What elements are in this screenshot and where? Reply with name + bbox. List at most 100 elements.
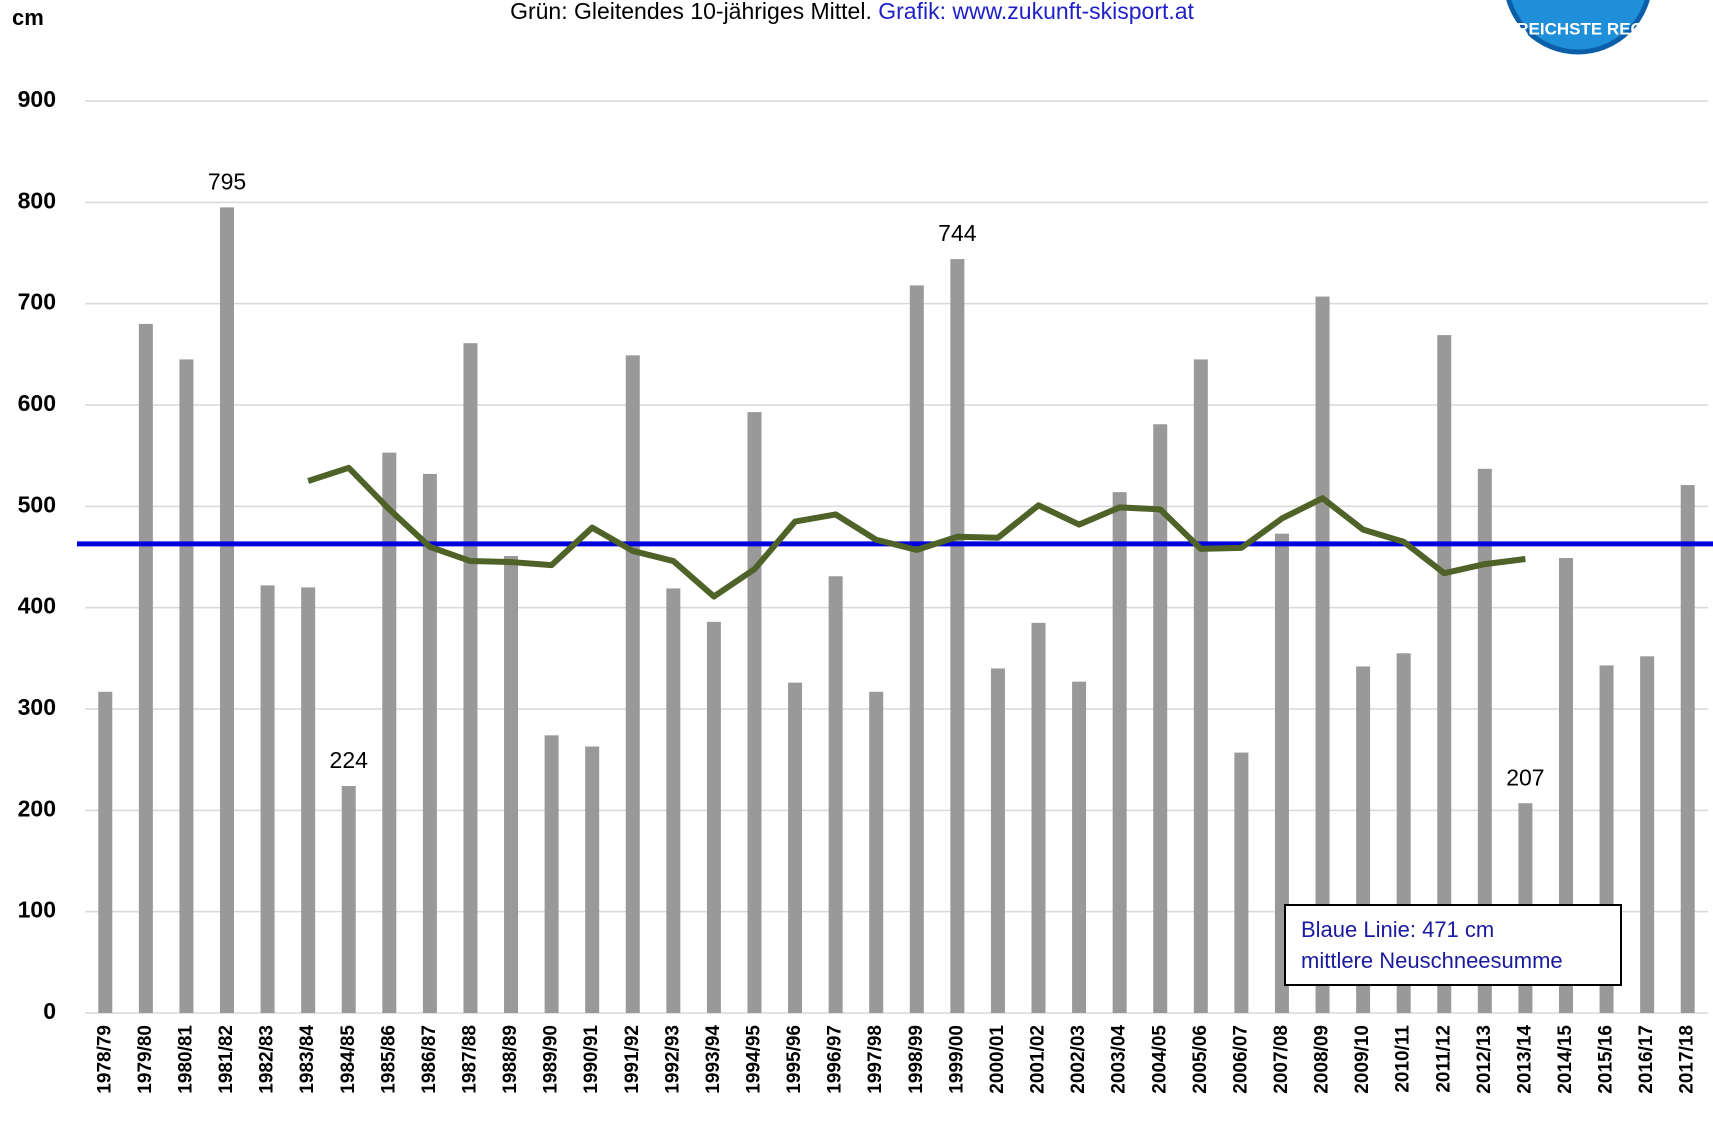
x-tick-label: 2011/12	[1433, 1025, 1454, 1093]
bar	[260, 585, 275, 1013]
x-tick-label: 2002/03	[1068, 1025, 1089, 1094]
x-tick-label: 1990/91	[581, 1025, 602, 1094]
data-label: 744	[938, 220, 977, 246]
x-tick-label: 1980/81	[175, 1025, 196, 1094]
x-tick-label: 2015/16	[1596, 1025, 1617, 1094]
x-tick-label: 2003/04	[1109, 1025, 1130, 1094]
bar	[625, 355, 640, 1013]
x-tick-label: 2016/17	[1636, 1025, 1657, 1094]
bar	[1558, 558, 1573, 1013]
bar	[909, 285, 924, 1014]
x-tick-label: 2004/05	[1149, 1025, 1170, 1094]
bar	[1031, 622, 1046, 1013]
y-axis-label: cm	[12, 5, 44, 30]
bar	[869, 691, 884, 1013]
y-tick-label: 0	[43, 998, 56, 1024]
x-tick-label: 2001/02	[1028, 1025, 1049, 1094]
annotation-box	[1284, 904, 1622, 986]
data-label: 207	[1506, 764, 1544, 790]
bar	[747, 412, 762, 1013]
bar	[220, 207, 235, 1013]
bar	[301, 587, 316, 1013]
bar	[1315, 296, 1330, 1013]
bar	[1193, 359, 1208, 1013]
y-tick-label: 700	[18, 289, 56, 315]
logo: REICHSTE REG	[1506, 0, 1650, 55]
source: Grafik: www.zukunft-skisport.at	[878, 0, 1194, 24]
moving-average-line	[307, 464, 1526, 600]
x-tick-label: 1989/90	[541, 1025, 562, 1094]
x-tick-label: 2009/10	[1352, 1025, 1373, 1094]
y-tick-label: 400	[18, 593, 56, 619]
logo-circle	[1506, 0, 1650, 55]
x-tick-label: 1981/82	[216, 1025, 237, 1094]
x-tick-label: 1999/00	[946, 1025, 967, 1094]
x-tick-label: 1991/92	[622, 1025, 643, 1094]
y-tick-label: 500	[18, 491, 56, 517]
x-tick-label: 1996/97	[825, 1025, 846, 1094]
x-tick-label: 1979/80	[135, 1025, 156, 1094]
bar	[463, 343, 478, 1014]
bar	[666, 588, 681, 1013]
bar	[138, 323, 153, 1013]
data-label: 795	[208, 168, 246, 194]
bar	[950, 259, 965, 1014]
x-tick-label: 2000/01	[987, 1025, 1008, 1094]
bar	[585, 746, 600, 1013]
x-tick-label: 1997/98	[865, 1025, 886, 1094]
y-tick-label: 200	[18, 795, 56, 821]
bar	[1112, 492, 1127, 1013]
bar	[1680, 485, 1695, 1013]
chart-title: Grün: Gleitendes 10-jähriges Mittel. Gra…	[510, 0, 1194, 24]
bar	[544, 735, 559, 1013]
x-tick-label: 2012/13	[1474, 1025, 1495, 1094]
title: Grün: Gleitendes 10-jähriges Mittel.	[510, 0, 872, 24]
x-tick-label: 2005/06	[1190, 1025, 1211, 1094]
y-tick-label: 800	[18, 187, 56, 213]
x-tick-label: 1985/86	[378, 1025, 399, 1094]
annotation-text: mittlere Neuschneesumme	[1301, 948, 1563, 973]
bar	[828, 576, 843, 1013]
y-tick-label: 100	[18, 897, 56, 923]
data-label: 224	[330, 747, 369, 773]
bar	[422, 473, 437, 1013]
bar	[1640, 656, 1655, 1013]
bar	[1234, 752, 1249, 1013]
annotation-text: Blaue Linie: 471 cm	[1301, 917, 1494, 942]
bar	[98, 691, 113, 1013]
x-tick-label: 1992/93	[662, 1025, 683, 1094]
x-tick-label: 2013/14	[1514, 1025, 1535, 1094]
bar	[341, 786, 356, 1013]
bar	[788, 682, 803, 1013]
logo-text: REICHSTE REG	[1516, 19, 1644, 38]
x-tick-label: 2017/18	[1677, 1025, 1698, 1094]
y-tick-label: 300	[18, 694, 56, 720]
y-tick-label: 900	[18, 86, 56, 112]
x-tick-label: 1987/88	[459, 1025, 480, 1094]
bar	[1274, 533, 1289, 1013]
x-tick-label: 1986/87	[419, 1025, 440, 1094]
bar	[1477, 468, 1492, 1014]
x-tick-label: 2010/11	[1393, 1025, 1414, 1093]
bar	[1072, 681, 1087, 1013]
bar	[179, 359, 194, 1013]
x-tick-label: 1995/96	[784, 1025, 805, 1094]
x-tick-label: 1978/79	[94, 1025, 115, 1094]
x-tick-label: 2007/08	[1271, 1025, 1292, 1094]
y-tick-label: 600	[18, 390, 56, 416]
bar	[990, 668, 1005, 1013]
x-tick-label: 1993/94	[703, 1025, 724, 1094]
x-tick-label: 2014/15	[1555, 1025, 1576, 1094]
bar	[1153, 424, 1168, 1014]
x-tick-label: 1983/84	[297, 1025, 318, 1094]
x-tick-label: 1988/89	[500, 1025, 521, 1094]
x-tick-label: 2006/07	[1230, 1025, 1251, 1094]
x-tick-label: 2008/09	[1312, 1025, 1333, 1094]
bar	[1437, 335, 1452, 1014]
bar	[504, 555, 519, 1013]
x-tick-label: 1982/83	[257, 1025, 278, 1094]
x-tick-label: 1994/95	[744, 1025, 765, 1094]
bar	[382, 452, 397, 1013]
x-tick-label: 1998/99	[906, 1025, 927, 1094]
